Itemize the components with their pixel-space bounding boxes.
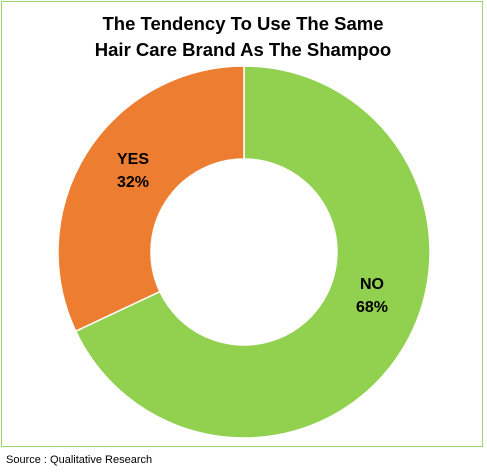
slice-yes	[57, 65, 245, 333]
source-note: Source : Qualitative Research	[6, 454, 153, 466]
slice-label-yes: YES	[117, 151, 149, 168]
chart-title-line-2: Hair Care Brand As The Shampoo	[94, 39, 392, 60]
slice-value-yes: 32%	[117, 174, 149, 191]
slice-label-no: NO	[360, 276, 384, 293]
slice-no	[74, 65, 431, 439]
slice-value-no: 68%	[356, 299, 388, 316]
chart-title-line-1: The Tendency To Use The Same	[102, 13, 384, 34]
chart-title: The Tendency To Use The Same Hair Care B…	[2, 11, 484, 63]
